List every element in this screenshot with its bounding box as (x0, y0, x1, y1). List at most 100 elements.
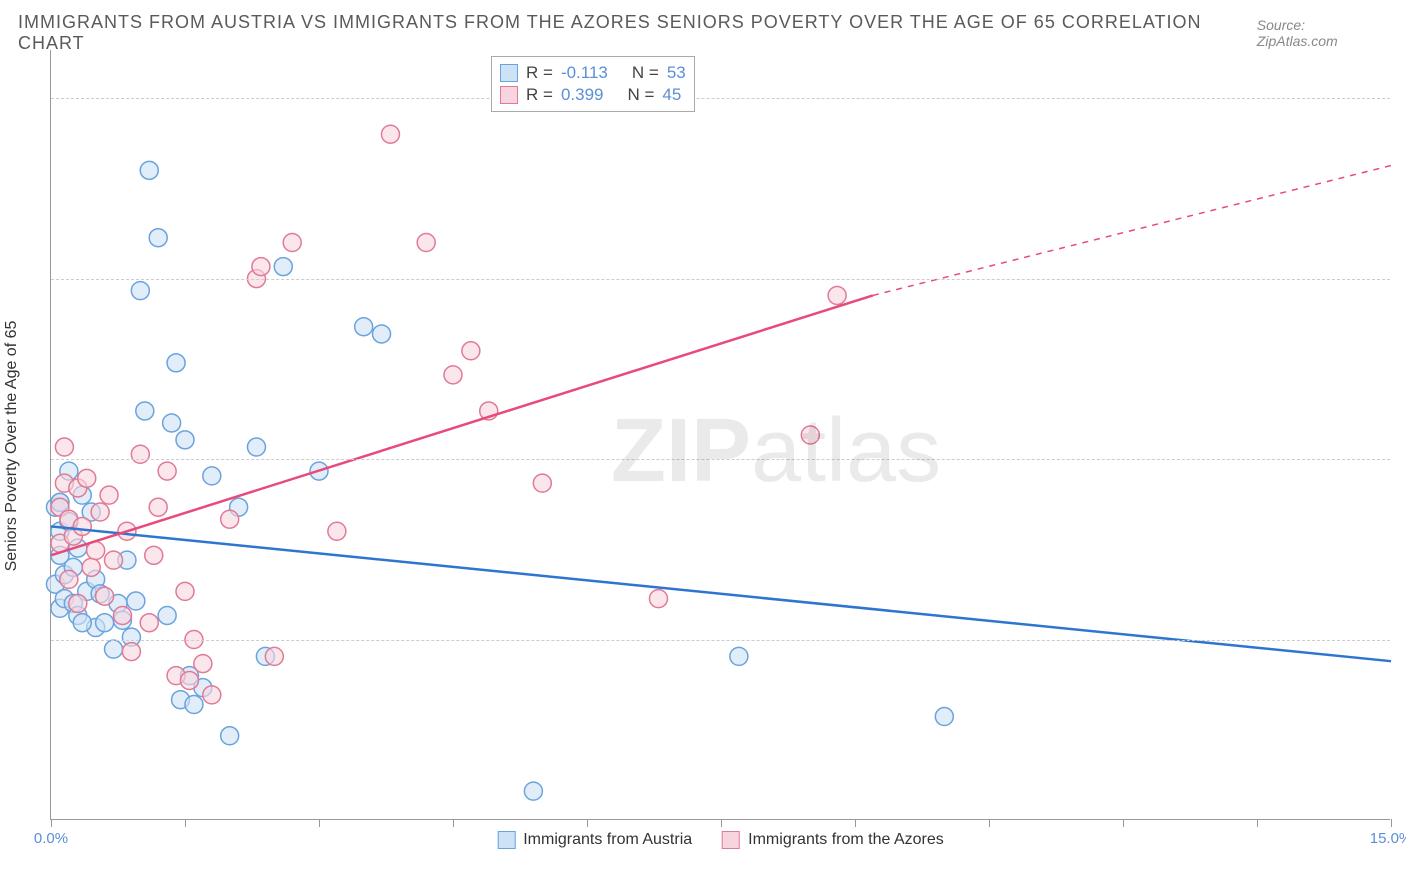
gridline (51, 279, 1390, 280)
y-axis-title: Seniors Poverty Over the Age of 65 (3, 321, 21, 572)
n-value: 45 (662, 85, 681, 105)
scatter-point-azores (180, 671, 198, 689)
scatter-point-azores (533, 474, 551, 492)
scatter-point-azores (462, 342, 480, 360)
scatter-point-austria (524, 782, 542, 800)
x-tick (989, 819, 990, 827)
scatter-point-austria (105, 640, 123, 658)
scatter-point-austria (730, 647, 748, 665)
scatter-point-austria (96, 614, 114, 632)
scatter-point-austria (176, 431, 194, 449)
scatter-point-azores (91, 503, 109, 521)
y-tick-label: 7.5% (1395, 631, 1406, 648)
scatter-point-azores (100, 486, 118, 504)
series-legend: Immigrants from Austria Immigrants from t… (497, 831, 944, 849)
scatter-point-azores (60, 570, 78, 588)
n-label: N = (632, 63, 659, 83)
legend-swatch-icon (500, 86, 518, 104)
trendline-austria (51, 526, 1391, 661)
x-tick-label: 0.0% (34, 830, 68, 847)
scatter-point-azores (381, 125, 399, 143)
scatter-point-austria (140, 161, 158, 179)
scatter-point-austria (355, 318, 373, 336)
scatter-point-azores (78, 469, 96, 487)
scatter-point-austria (136, 402, 154, 420)
gridline (51, 640, 1390, 641)
series-label: Immigrants from the Azores (748, 831, 944, 849)
correlation-legend: R =-0.113N =53R =0.399N =45 (491, 56, 695, 112)
plot-area: 7.5%15.0%22.5%30.0% 0.0%15.0% ZIPatlas R… (50, 50, 1390, 820)
scatter-point-azores (328, 522, 346, 540)
scatter-point-austria (158, 606, 176, 624)
x-tick (51, 819, 52, 827)
scatter-point-azores (417, 234, 435, 252)
scatter-point-austria (163, 414, 181, 432)
scatter-point-austria (373, 325, 391, 343)
legend-swatch-icon (722, 831, 740, 849)
scatter-point-austria (185, 696, 203, 714)
series-label: Immigrants from Austria (523, 831, 692, 849)
legend-swatch-icon (500, 64, 518, 82)
scatter-point-azores (149, 498, 167, 516)
trendline-dash-azores (873, 166, 1391, 296)
x-tick (587, 819, 588, 827)
scatter-point-austria (203, 467, 221, 485)
r-value: -0.113 (561, 63, 608, 83)
gridline (51, 98, 1390, 99)
scatter-point-azores (69, 594, 87, 612)
r-label: R = (526, 85, 553, 105)
scatter-point-azores (145, 546, 163, 564)
scatter-point-azores (113, 606, 131, 624)
scatter-point-azores (140, 614, 158, 632)
scatter-point-austria (131, 282, 149, 300)
scatter-point-austria (73, 614, 91, 632)
scatter-point-azores (55, 438, 73, 456)
x-tick-label: 15.0% (1370, 830, 1406, 847)
legend-swatch-icon (497, 831, 515, 849)
x-tick (453, 819, 454, 827)
scatter-point-azores (73, 517, 91, 535)
r-label: R = (526, 63, 553, 83)
y-tick-label: 15.0% (1395, 451, 1406, 468)
scatter-point-austria (149, 229, 167, 247)
source-label: Source: (1257, 17, 1305, 33)
scatter-point-austria (247, 438, 265, 456)
scatter-point-azores (265, 647, 283, 665)
scatter-point-azores (252, 258, 270, 276)
scatter-point-azores (176, 582, 194, 600)
series-legend-item-austria: Immigrants from Austria (497, 831, 692, 849)
x-tick (855, 819, 856, 827)
scatter-point-azores (96, 587, 114, 605)
gridline (51, 459, 1390, 460)
scatter-point-azores (283, 234, 301, 252)
y-tick-label: 22.5% (1395, 270, 1406, 287)
scatter-point-azores (828, 286, 846, 304)
scatter-point-austria (127, 592, 145, 610)
scatter-point-azores (82, 558, 100, 576)
scatter-point-azores (203, 686, 221, 704)
legend-row-azores: R = 0.399 N = 45 (500, 85, 686, 105)
x-tick (1257, 819, 1258, 827)
n-label: N = (627, 85, 654, 105)
legend-row-austria: R =-0.113N =53 (500, 63, 686, 83)
x-tick (185, 819, 186, 827)
scatter-point-azores (131, 445, 149, 463)
scatter-point-azores (801, 426, 819, 444)
scatter-point-azores (158, 462, 176, 480)
source-value: ZipAtlas.com (1257, 33, 1338, 49)
source-attribution: Source: ZipAtlas.com (1257, 17, 1388, 49)
chart-canvas (51, 50, 1390, 819)
x-tick (1391, 819, 1392, 827)
x-tick (1123, 819, 1124, 827)
x-tick (721, 819, 722, 827)
y-tick-label: 30.0% (1395, 90, 1406, 107)
scatter-point-austria (221, 727, 239, 745)
scatter-point-azores (444, 366, 462, 384)
scatter-point-austria (274, 258, 292, 276)
scatter-point-azores (105, 551, 123, 569)
scatter-point-austria (167, 354, 185, 372)
r-value: 0.399 (561, 85, 604, 105)
scatter-point-azores (122, 643, 140, 661)
title-bar: IMMIGRANTS FROM AUSTRIA VS IMMIGRANTS FR… (18, 12, 1388, 54)
series-legend-item-azores: Immigrants from the Azores (722, 831, 944, 849)
